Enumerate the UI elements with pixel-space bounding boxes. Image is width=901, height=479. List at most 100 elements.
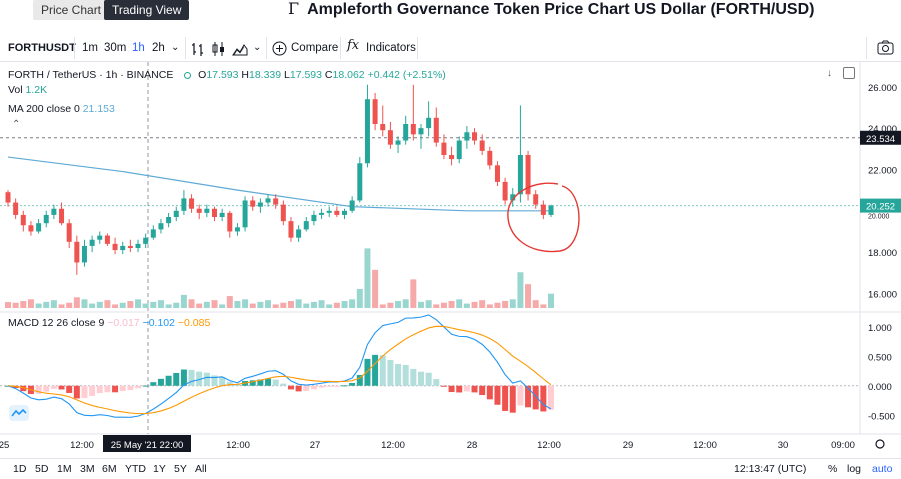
macd-hist-bar — [50, 385, 57, 389]
candle-body — [387, 130, 393, 145]
macd-hist-bar — [440, 385, 447, 387]
settings-square-icon[interactable] — [843, 67, 855, 79]
range-6m[interactable]: 6M — [102, 463, 117, 475]
candle-body — [319, 212, 325, 215]
change-value: +0.442 (+2.51%) — [367, 69, 446, 81]
style-dropdown-chevron-icon[interactable]: ⌄ — [253, 42, 262, 53]
range-all[interactable]: All — [195, 463, 207, 475]
volume-bar — [142, 303, 149, 308]
macd-hist-bar — [280, 383, 287, 386]
range-1m[interactable]: 1M — [57, 463, 72, 475]
range-1d[interactable]: 1D — [13, 463, 27, 475]
gamma-logo-icon: Γ — [288, 0, 300, 18]
compare-button[interactable]: Compare — [291, 42, 339, 54]
bars-style-icon[interactable] — [190, 41, 206, 57]
candle-body — [487, 150, 493, 166]
volume-bar — [188, 299, 195, 308]
area-style-icon[interactable] — [232, 41, 248, 57]
range-1y[interactable]: 1Y — [153, 463, 166, 475]
candle-body — [234, 227, 240, 232]
range-ytd[interactable]: YTD — [125, 463, 146, 475]
candle-body — [13, 202, 19, 215]
ma200-path — [7, 156, 551, 212]
time-tick-label: 28 — [467, 440, 478, 451]
range-5d[interactable]: 5D — [35, 463, 49, 475]
candle-body — [173, 210, 179, 217]
candle-body — [441, 142, 447, 155]
macd-hist-bar — [66, 385, 73, 393]
candle-body — [303, 221, 309, 230]
macd-hist-bar — [349, 383, 356, 386]
camera-icon[interactable] — [877, 40, 894, 55]
volume-bar — [43, 301, 50, 308]
candle-body — [533, 194, 539, 205]
volume-bar — [112, 304, 119, 308]
volume-bar — [341, 301, 348, 308]
volume-bar — [5, 302, 11, 308]
candle-body — [357, 163, 363, 201]
interval-dropdown-chevron-icon[interactable]: ⌄ — [171, 42, 180, 53]
macd-hist-bar — [379, 355, 386, 386]
price-chart-svg[interactable]: 26.000 24.000 22.000 18.000 16.000 23.534 20.2… — [0, 62, 901, 455]
macd-hist-bar — [295, 385, 302, 392]
macd-hist-bar — [372, 354, 379, 386]
macd-hist-bar — [196, 371, 203, 386]
macd-hist-bar — [119, 385, 126, 391]
interval-2h[interactable]: 2h — [152, 42, 165, 54]
volume-bar — [173, 302, 180, 308]
macd-hist-bar — [410, 368, 417, 386]
candle-body — [433, 117, 439, 143]
interval-30m[interactable]: 30m — [104, 42, 127, 54]
compare-plus-icon[interactable] — [272, 41, 287, 56]
time-tick-label: 12:00 — [226, 440, 250, 451]
candle-body — [181, 198, 187, 211]
macd-hist-bar — [58, 385, 65, 390]
collapse-legend-chevron-icon[interactable]: ⌃ — [12, 119, 21, 130]
macd-hist-bar — [509, 385, 516, 413]
volume-bar — [517, 272, 524, 308]
candle-body — [410, 124, 416, 135]
candle-body — [403, 124, 409, 141]
high-value: 18.339 — [248, 69, 282, 81]
macd-hist-bar — [226, 381, 233, 386]
symbol-search[interactable]: FORTHUSDT — [8, 42, 76, 54]
volume-bar — [463, 303, 470, 308]
volume-bar — [402, 299, 409, 308]
macd-hist-bar — [81, 385, 88, 399]
tab-price-chart[interactable]: Price Chart — [33, 0, 110, 20]
candles-style-icon[interactable] — [211, 41, 227, 57]
chart-area[interactable]: 26.000 24.000 22.000 18.000 16.000 23.534 20.2… — [0, 62, 901, 455]
indicators-fx-icon[interactable]: fx — [347, 38, 360, 53]
macd-hist-bar — [310, 385, 317, 390]
macd-hist-bar — [43, 385, 50, 392]
macd-hist-bar — [525, 385, 532, 408]
candle-body — [81, 245, 87, 263]
range-5y[interactable]: 5Y — [174, 463, 187, 475]
price-tag-top-bg — [860, 130, 901, 145]
volume-bar — [50, 300, 57, 308]
time-tick-label: 29 — [623, 440, 634, 451]
grid — [0, 62, 901, 435]
candle-body — [380, 124, 386, 131]
interval-1h[interactable]: 1h — [132, 42, 145, 54]
macd-hist-bar — [417, 371, 424, 386]
macd-hist-bar — [387, 360, 394, 386]
percent-toggle[interactable]: % — [828, 463, 838, 475]
candle-body — [112, 243, 118, 251]
scroll-down-icon[interactable]: ↓ — [827, 68, 832, 79]
candle-body — [464, 132, 470, 141]
log-toggle[interactable]: log — [847, 463, 862, 475]
volume-bar — [127, 301, 134, 308]
volume-bar — [96, 301, 103, 308]
macd-hist-bar — [303, 385, 310, 391]
auto-toggle[interactable]: auto — [872, 463, 893, 475]
volume-bar — [280, 302, 287, 308]
interval-1m[interactable]: 1m — [82, 42, 98, 54]
indicators-button[interactable]: Indicators — [366, 42, 416, 54]
gear-icon — [875, 439, 885, 449]
range-3m[interactable]: 3M — [80, 463, 95, 475]
utc-clock[interactable]: 12:13:47 (UTC) — [734, 463, 807, 475]
macd-tick-label: 0.000 — [868, 382, 892, 393]
crosshair-time-bg — [103, 435, 191, 452]
tab-trading-view[interactable]: Trading View — [104, 0, 190, 20]
